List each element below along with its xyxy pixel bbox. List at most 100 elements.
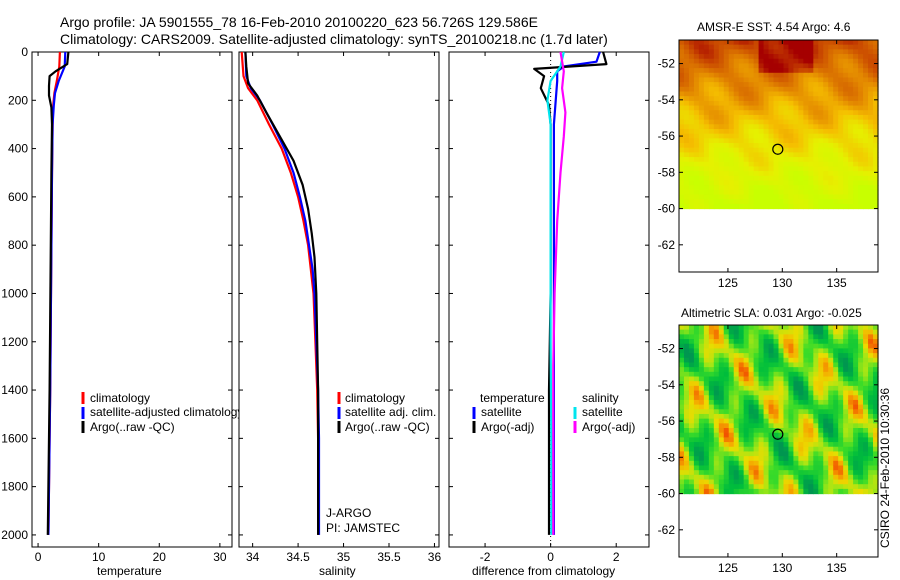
heatmap-cell [738,413,745,420]
heatmap-cell [698,343,705,350]
heatmap-cell [688,171,695,177]
heatmap-cell [693,390,700,396]
heatmap-cell [753,133,760,139]
heatmap-cell [718,348,725,354]
heatmap-cell [778,40,785,46]
heatmap-cell [788,418,795,424]
heatmap-cell [853,456,859,462]
heatmap-cell [868,110,874,116]
y-tick-label: -62 [658,238,676,252]
heatmap-cell [753,409,760,415]
heatmap-cell [703,371,710,378]
heatmap-cell [873,189,879,196]
heatmap-cell [868,479,874,485]
heatmap-cell [708,91,715,97]
heatmap-cell [868,418,874,424]
heatmap-cell [808,413,814,420]
heatmap-cell [788,409,795,415]
heatmap-cell [803,86,809,93]
heatmap-cell [723,390,730,396]
heatmap-cell [693,128,700,135]
heatmap-cell [798,385,804,392]
heatmap-cell [693,456,700,462]
heatmap-cell [813,86,819,93]
heatmap-cell [823,124,829,130]
heatmap-cell [738,152,745,158]
heatmap-cell [838,451,844,457]
heatmap-cell [723,82,730,88]
heatmap-cell [853,474,859,481]
heatmap-cell [843,199,849,205]
heatmap-cell [868,185,874,191]
heatmap-cell [783,77,790,83]
heatmap-cell [698,357,705,364]
heatmap-cell [803,175,809,182]
heatmap-cell [808,381,814,387]
heatmap-cell [853,367,859,373]
heatmap-cell [773,479,780,485]
heatmap-cell [818,329,824,335]
heatmap-cell [758,348,765,354]
heatmap-cell [728,161,735,168]
heatmap-cell [703,100,710,107]
heatmap-cell [733,110,740,116]
heatmap-cell [728,376,735,382]
heatmap-cell [843,180,849,186]
heatmap-cell [703,381,710,387]
heatmap-cell [853,133,859,139]
heatmap-cell [683,437,690,443]
heatmap-cell [718,409,725,415]
heatmap-cell [833,488,839,495]
heatmap-cell [743,128,750,135]
heatmap-cell [703,348,710,354]
salinity-y-axis [239,51,439,536]
heatmap-cell [743,409,750,415]
heatmap-cell [778,325,785,331]
heatmap-cell [773,82,780,88]
heatmap-cell [748,353,755,359]
heatmap-cell [713,199,720,205]
heatmap-cell [743,451,750,457]
heatmap-cell [833,442,839,448]
heatmap-cell [843,77,849,83]
heatmap-cell [798,175,804,182]
heatmap-cell [813,63,819,69]
heatmap-cell [718,399,725,406]
heatmap-cell [843,376,849,382]
heatmap-cell [828,199,834,205]
heatmap-cell [679,49,685,55]
heatmap-cell [703,456,710,462]
heatmap-cell [763,404,770,410]
heatmap-cell [743,203,750,210]
heatmap-cell [683,390,690,396]
heatmap-cell [773,91,780,97]
heatmap-cell [873,353,879,359]
heatmap-cell [818,446,824,453]
heatmap-cell [868,371,874,378]
heatmap-cell [868,133,874,139]
heatmap-cell [873,199,879,205]
heatmap-cell [708,82,715,88]
heatmap-cell [758,54,765,60]
heatmap-cell [748,442,755,448]
heatmap-cell [753,185,760,191]
heatmap-cell [818,58,824,65]
heatmap-cell [848,82,854,88]
heatmap-cell [713,418,720,424]
heatmap-cell [843,152,849,158]
heatmap-cell [738,40,745,46]
heatmap-cell [708,371,715,378]
heatmap-cell [743,325,750,331]
heatmap-cell [773,96,780,102]
heatmap-cell [828,40,834,46]
heatmap-cell [838,362,844,368]
heatmap-cell [743,199,750,205]
heatmap-cell [773,470,780,476]
heatmap-cell [783,133,790,139]
heatmap-cell [848,189,854,196]
heatmap-cell [703,474,710,481]
heatmap-cell [828,72,834,79]
heatmap-cell [868,437,874,443]
heatmap-cell [863,128,869,135]
